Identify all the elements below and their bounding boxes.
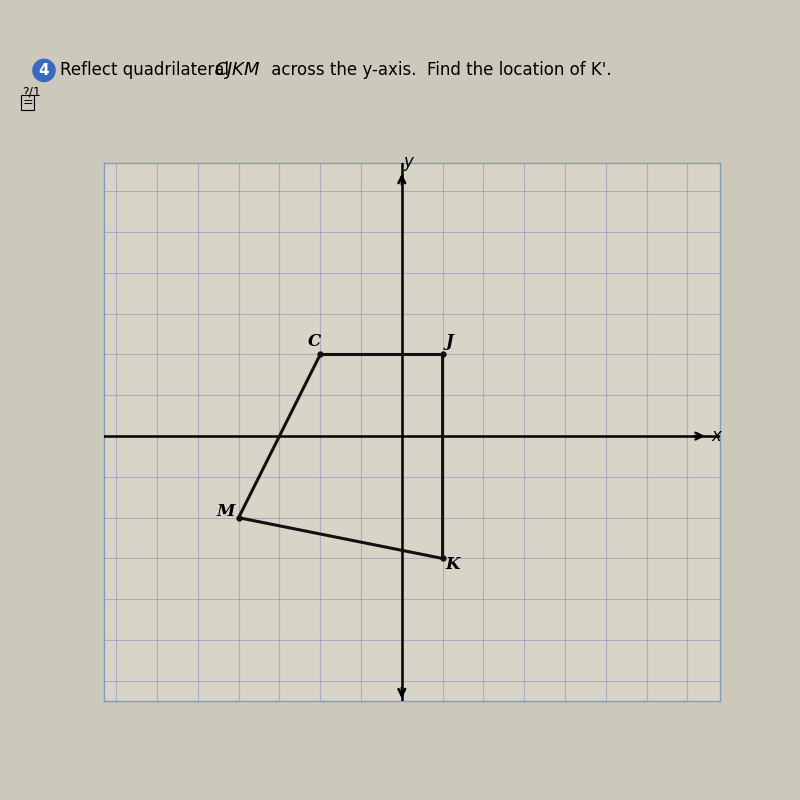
- Text: Reflect quadrilateral: Reflect quadrilateral: [60, 62, 234, 79]
- Text: M: M: [216, 502, 234, 520]
- Text: K: K: [446, 556, 460, 573]
- Text: ?/1: ?/1: [22, 86, 41, 98]
- Text: C: C: [308, 333, 322, 350]
- Text: across the y-axis.  Find the location of K'.: across the y-axis. Find the location of …: [266, 62, 611, 79]
- Text: $\mathit{CJKM}$: $\mathit{CJKM}$: [214, 60, 261, 81]
- Text: x: x: [712, 427, 722, 445]
- Text: =: =: [22, 96, 33, 109]
- Text: 4: 4: [38, 63, 50, 78]
- Text: y: y: [403, 153, 413, 171]
- Text: J: J: [446, 333, 454, 350]
